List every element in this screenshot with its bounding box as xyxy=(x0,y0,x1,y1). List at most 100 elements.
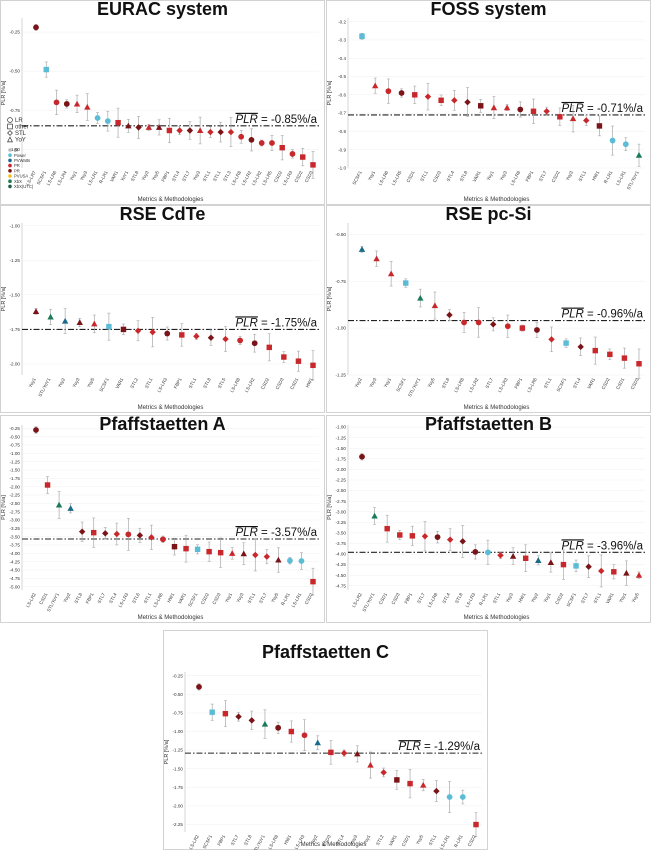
data-point xyxy=(438,97,444,104)
x-tick-label: VAR1 xyxy=(605,592,615,605)
y-tick-label: -0.4 xyxy=(338,56,346,61)
y-tick-label: -2.00 xyxy=(10,484,21,489)
data-point xyxy=(573,563,579,569)
x-tick-label: SCSF1 xyxy=(202,834,214,850)
y-tick-label: -0.8 xyxy=(338,129,346,134)
data-point xyxy=(635,151,643,158)
x-tick-label: STL1 xyxy=(144,377,154,389)
legend-entry: PR xyxy=(14,163,20,168)
data-point xyxy=(622,141,629,148)
x-tick-label: LS-LR2 xyxy=(468,377,480,393)
x-tick-label: Yoy1 xyxy=(69,170,78,182)
x-tick-label: LS-LR3 xyxy=(497,377,509,393)
data-point xyxy=(166,127,173,134)
y-tick-label: -1.00 xyxy=(10,147,21,152)
data-point xyxy=(548,336,555,343)
x-tick-label: R-LR1 xyxy=(478,592,489,606)
x-tick-label: Yoy2 xyxy=(309,834,318,846)
data-point xyxy=(33,427,39,433)
legend-shape xyxy=(7,136,13,143)
x-tick-label: STL8 xyxy=(73,592,83,604)
x-tick-label: LS-LR3 xyxy=(464,592,476,608)
data-point xyxy=(517,106,524,113)
x-tick-label: CSD2 xyxy=(273,170,283,184)
x-tick-label: Yoy1 xyxy=(383,377,392,389)
data-point xyxy=(535,557,542,563)
data-point xyxy=(196,684,202,690)
data-point xyxy=(530,108,537,115)
data-point xyxy=(207,128,214,136)
legend-entry: PVUSA xyxy=(14,174,28,179)
y-tick-label: -0.3 xyxy=(338,38,346,43)
x-tick-label: STL7 xyxy=(97,592,107,604)
legend-entry: Bi xyxy=(14,148,18,153)
y-tick-label: -2.75 xyxy=(10,509,21,514)
data-point xyxy=(446,311,453,319)
x-tick-label: VAR1 xyxy=(114,377,124,390)
x-tick-label: STL1 xyxy=(428,834,438,846)
x-tick-label: LS-LR2 xyxy=(251,170,263,186)
data-point xyxy=(359,453,365,460)
data-point xyxy=(314,739,321,746)
x-tick-label: LS-LR2 xyxy=(351,592,363,608)
data-point xyxy=(102,530,109,537)
x-tick-label: LS-LR3 xyxy=(117,592,129,608)
panel-frame xyxy=(163,630,488,850)
x-tick-label: FBP1 xyxy=(403,592,413,605)
data-point xyxy=(149,328,156,336)
data-point xyxy=(522,555,529,561)
y-tick-label: -1.25 xyxy=(10,459,21,464)
x-tick-label: STL4 xyxy=(441,592,451,604)
data-point xyxy=(585,563,592,570)
data-point xyxy=(281,354,287,360)
x-tick-label: Yoy5 xyxy=(427,377,436,389)
data-point xyxy=(475,319,482,326)
x-tick-label: CSD2 xyxy=(304,592,314,606)
x-tick-label: LS-LR8 xyxy=(230,170,242,186)
x-tick-label: Yoy3 xyxy=(505,592,514,604)
data-point xyxy=(431,302,439,309)
data-point xyxy=(407,780,413,787)
y-tick-label: -4.50 xyxy=(336,573,347,578)
x-tick-label: CSD1 xyxy=(378,592,388,606)
legend: LRotherSTLYoYBiPowerPVWattsPRPRPVUSAXbXX… xyxy=(7,117,34,189)
y-tick-label: -1.25 xyxy=(336,435,347,440)
legend-entry: YoY xyxy=(15,138,26,144)
x-tick-label: Yoy1 xyxy=(618,592,627,604)
x-tick-label: STL7 xyxy=(181,170,191,182)
data-point xyxy=(238,133,245,140)
data-point xyxy=(459,794,466,800)
data-point xyxy=(503,104,511,111)
y-tick-label: -2.75 xyxy=(336,499,347,504)
x-tick-label: CSD3 xyxy=(211,592,221,606)
data-point xyxy=(160,536,166,543)
data-point xyxy=(421,533,429,540)
legend-entry: XbX xyxy=(14,179,22,184)
data-point xyxy=(288,728,295,735)
data-point xyxy=(394,777,400,783)
x-tick-label: LS-LR4 xyxy=(56,170,68,186)
x-tick-label: CSD3 xyxy=(304,170,314,184)
data-point xyxy=(301,732,308,739)
data-point xyxy=(287,557,293,564)
y-tick-label: -4.25 xyxy=(10,559,21,564)
legend-swatch xyxy=(8,163,12,168)
y-axis-label: PLR [%/a] xyxy=(1,495,7,520)
x-tick-label: STL4 xyxy=(108,592,118,604)
data-point xyxy=(275,556,282,563)
data-point xyxy=(248,136,255,143)
x-tick-label: STL1 xyxy=(419,170,429,182)
x-tick-label: Yoy1 xyxy=(28,377,37,389)
data-point xyxy=(134,327,142,334)
data-point xyxy=(33,24,39,31)
x-tick-label: Yoy3 xyxy=(499,170,508,182)
x-tick-label: STL4 xyxy=(446,170,456,182)
panel-frame xyxy=(0,415,325,623)
chart-title: FOSS system xyxy=(430,0,546,19)
data-point xyxy=(252,551,259,559)
y-tick-label: -4.00 xyxy=(336,552,347,557)
y-axis-label: PLR [%/a] xyxy=(164,739,170,764)
y-tick-label: -4.25 xyxy=(336,562,347,567)
data-point xyxy=(461,319,467,326)
